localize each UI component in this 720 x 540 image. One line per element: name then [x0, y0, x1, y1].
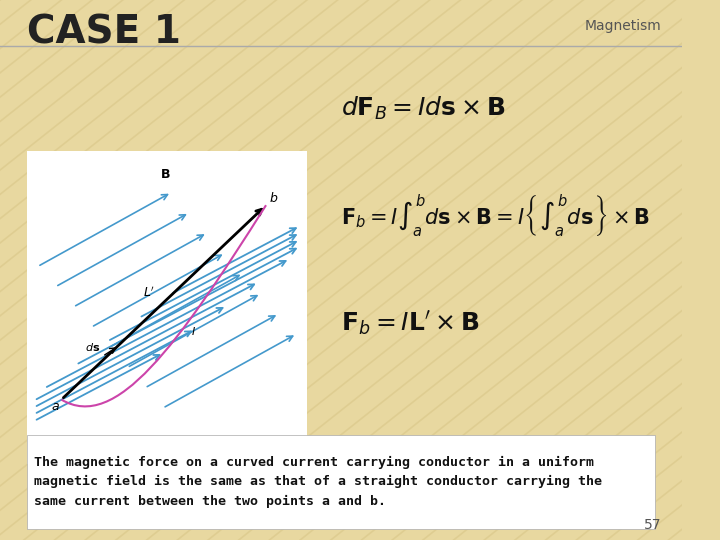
- Text: $(a)$: $(a)$: [158, 444, 176, 460]
- FancyBboxPatch shape: [27, 151, 307, 464]
- Text: $\mathbf{F}_b = I\int_a^b d\mathbf{s} \times \mathbf{B} = I\left\{\int_a^b d\mat: $\mathbf{F}_b = I\int_a^b d\mathbf{s} \t…: [341, 193, 650, 239]
- Text: $\mathbf{F}_b = I\mathbf{L}'\times\mathbf{B}$: $\mathbf{F}_b = I\mathbf{L}'\times\mathb…: [341, 310, 480, 338]
- Text: $d\mathbf{s}$: $d\mathbf{s}$: [85, 341, 101, 353]
- Text: $b$: $b$: [269, 192, 279, 206]
- Text: $a$: $a$: [51, 400, 60, 414]
- Text: CASE 1: CASE 1: [27, 14, 181, 51]
- Text: $\mathbf{B}$: $\mathbf{B}$: [161, 168, 171, 181]
- FancyBboxPatch shape: [27, 435, 654, 529]
- Text: $d\mathbf{F}_B = Id\mathbf{s} \times \mathbf{B}$: $d\mathbf{F}_B = Id\mathbf{s} \times \ma…: [341, 94, 505, 122]
- Text: The magnetic force on a curved current carrying conductor in a uniform
magnetic : The magnetic force on a curved current c…: [34, 456, 602, 508]
- Text: $I$: $I$: [191, 325, 196, 337]
- Text: Magnetism: Magnetism: [585, 19, 662, 33]
- Text: 57: 57: [644, 518, 662, 532]
- Text: $L'$: $L'$: [143, 286, 156, 300]
